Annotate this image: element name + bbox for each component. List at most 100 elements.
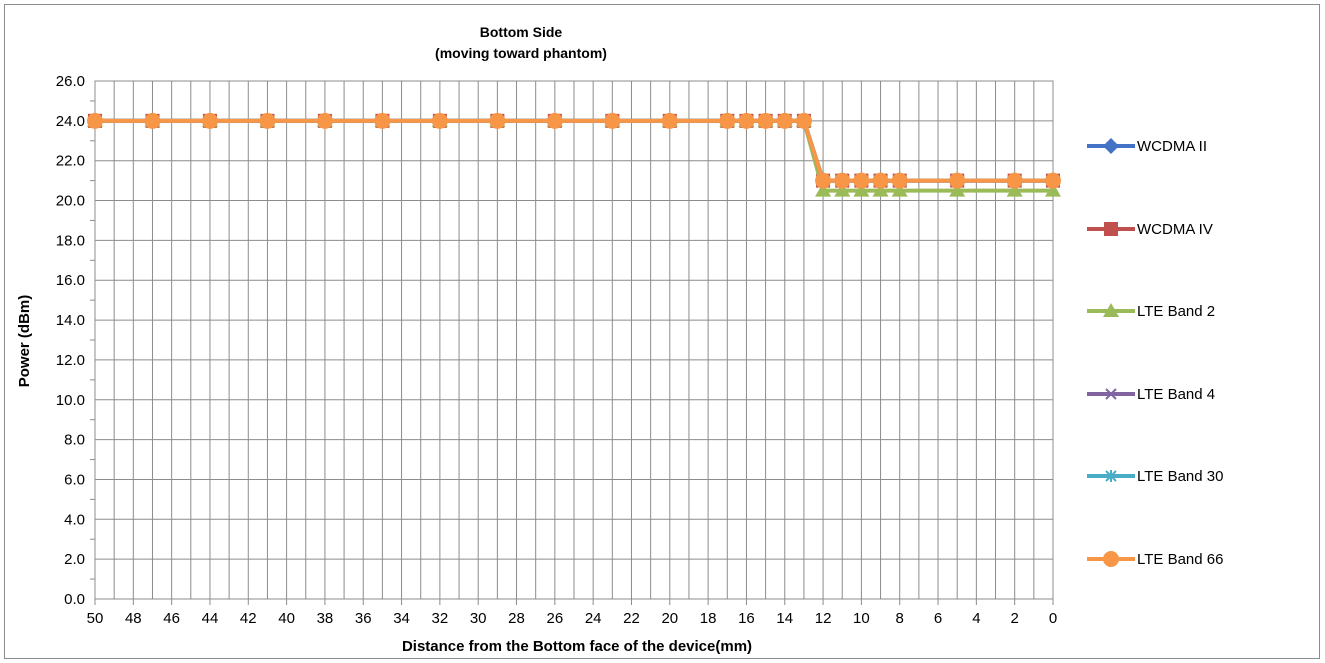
chart-title: Bottom Side bbox=[480, 24, 563, 40]
data-point bbox=[815, 172, 832, 189]
x-tick-label: 2 bbox=[1011, 610, 1019, 627]
x-tick-label: 36 bbox=[355, 610, 372, 627]
x-tick-label: 24 bbox=[585, 610, 602, 627]
y-tick-label: 22.0 bbox=[56, 153, 85, 170]
legend-label: LTE Band 2 bbox=[1137, 303, 1215, 320]
x-tick-label: 50 bbox=[87, 610, 104, 627]
data-point bbox=[546, 112, 563, 129]
data-point bbox=[661, 112, 678, 129]
x-tick-label: 44 bbox=[202, 610, 219, 627]
data-point bbox=[795, 112, 812, 129]
data-point bbox=[87, 112, 103, 129]
series-lte-band-66 bbox=[87, 112, 1061, 189]
legend-item: LTE Band 66 bbox=[1087, 551, 1223, 568]
legend-marker bbox=[1103, 138, 1119, 154]
legend-item: LTE Band 4 bbox=[1087, 386, 1215, 403]
y-tick-label: 0.0 bbox=[64, 591, 85, 608]
legend-marker bbox=[1104, 222, 1118, 236]
legend-item: WCDMA IV bbox=[1087, 221, 1213, 238]
data-point bbox=[891, 182, 908, 197]
y-tick-label: 20.0 bbox=[56, 193, 85, 210]
x-tick-label: 48 bbox=[125, 610, 142, 627]
data-point bbox=[1045, 182, 1061, 197]
legend-marker bbox=[1103, 551, 1119, 567]
chart-subtitle: (moving toward phantom) bbox=[435, 45, 607, 61]
legend: WCDMA II WCDMA IV LTE Band 2 LTE Band 4 LTE … bbox=[1087, 138, 1223, 568]
x-tick-label: 32 bbox=[432, 610, 449, 627]
x-tick-label: 42 bbox=[240, 610, 257, 627]
x-tick-label: 34 bbox=[393, 610, 410, 627]
y-tick-label: 8.0 bbox=[64, 432, 85, 449]
y-tick-label: 26.0 bbox=[56, 73, 85, 90]
data-point bbox=[259, 112, 276, 129]
y-tick-label: 24.0 bbox=[56, 113, 85, 130]
x-tick-label: 10 bbox=[853, 610, 870, 627]
x-tick-label: 40 bbox=[278, 610, 295, 627]
data-point bbox=[949, 172, 966, 189]
legend-label: LTE Band 66 bbox=[1137, 551, 1223, 568]
legend-marker bbox=[1105, 470, 1117, 482]
data-point bbox=[834, 172, 851, 189]
x-tick-label: 16 bbox=[738, 610, 755, 627]
x-tick-label: 0 bbox=[1049, 610, 1057, 627]
data-point bbox=[431, 112, 448, 129]
legend-item: LTE Band 30 bbox=[1087, 468, 1223, 485]
series-layer bbox=[87, 112, 1061, 197]
data-point bbox=[853, 172, 870, 189]
legend-marker bbox=[1103, 303, 1119, 317]
legend-label: WCDMA IV bbox=[1137, 221, 1213, 238]
data-point bbox=[316, 112, 333, 129]
data-point bbox=[815, 182, 832, 197]
y-tick-label: 14.0 bbox=[56, 312, 85, 329]
data-point bbox=[1006, 172, 1023, 189]
x-axis-title: Distance from the Bottom face of the dev… bbox=[402, 638, 752, 655]
y-tick-label: 12.0 bbox=[56, 352, 85, 369]
data-point bbox=[738, 112, 755, 129]
y-tick-label: 6.0 bbox=[64, 471, 85, 488]
x-tick-label: 46 bbox=[163, 610, 180, 627]
x-tick-label: 14 bbox=[776, 610, 793, 627]
data-point bbox=[144, 112, 161, 129]
x-tick-label: 28 bbox=[508, 610, 525, 627]
data-point bbox=[949, 182, 966, 197]
x-tick-label: 26 bbox=[546, 610, 563, 627]
x-tick-label: 6 bbox=[934, 610, 942, 627]
y-axis-title: Power (dBm) bbox=[16, 295, 33, 388]
y-tick-label: 16.0 bbox=[56, 272, 85, 289]
chart-frame: Bottom Side (moving toward phantom) 0.0 2… bbox=[4, 4, 1320, 659]
legend-label: WCDMA II bbox=[1137, 138, 1207, 155]
legend-label: LTE Band 30 bbox=[1137, 468, 1223, 485]
data-point bbox=[719, 112, 736, 129]
legend-label: LTE Band 4 bbox=[1137, 386, 1215, 403]
y-tick-label: 4.0 bbox=[64, 511, 85, 528]
plot-grid bbox=[90, 80, 1054, 605]
x-tick-label: 20 bbox=[661, 610, 678, 627]
data-point bbox=[891, 172, 908, 189]
data-point bbox=[834, 182, 851, 197]
data-point bbox=[1045, 172, 1061, 189]
data-point bbox=[872, 172, 889, 189]
x-tick-label: 8 bbox=[896, 610, 904, 627]
data-point bbox=[757, 112, 774, 129]
data-point bbox=[604, 112, 621, 129]
data-point bbox=[374, 112, 391, 129]
x-tick-label: 18 bbox=[700, 610, 717, 627]
x-tick-label: 38 bbox=[317, 610, 334, 627]
y-tick-label: 10.0 bbox=[56, 392, 85, 409]
data-point bbox=[872, 182, 889, 197]
y-tick-label: 2.0 bbox=[64, 551, 85, 568]
data-point bbox=[776, 112, 793, 129]
y-axis-ticks: 0.0 2.0 4.0 6.0 8.0 10.0 12.0 14.0 16.0 18.0 20.0 2… bbox=[56, 73, 85, 608]
legend-item: LTE Band 2 bbox=[1087, 303, 1215, 320]
data-point bbox=[489, 112, 506, 129]
x-tick-label: 12 bbox=[815, 610, 832, 627]
x-tick-label: 30 bbox=[470, 610, 487, 627]
x-tick-label: 4 bbox=[972, 610, 980, 627]
legend-marker bbox=[1105, 388, 1117, 400]
data-point bbox=[853, 182, 870, 197]
legend-item: WCDMA II bbox=[1087, 138, 1207, 155]
y-tick-label: 18.0 bbox=[56, 232, 85, 249]
x-tick-label: 22 bbox=[623, 610, 640, 627]
data-point bbox=[1006, 182, 1023, 197]
x-axis-ticks: 50 48 46 44 42 40 38 36 34 32 30 28 26 24 22 20 18 16 14 12… bbox=[87, 610, 1058, 627]
